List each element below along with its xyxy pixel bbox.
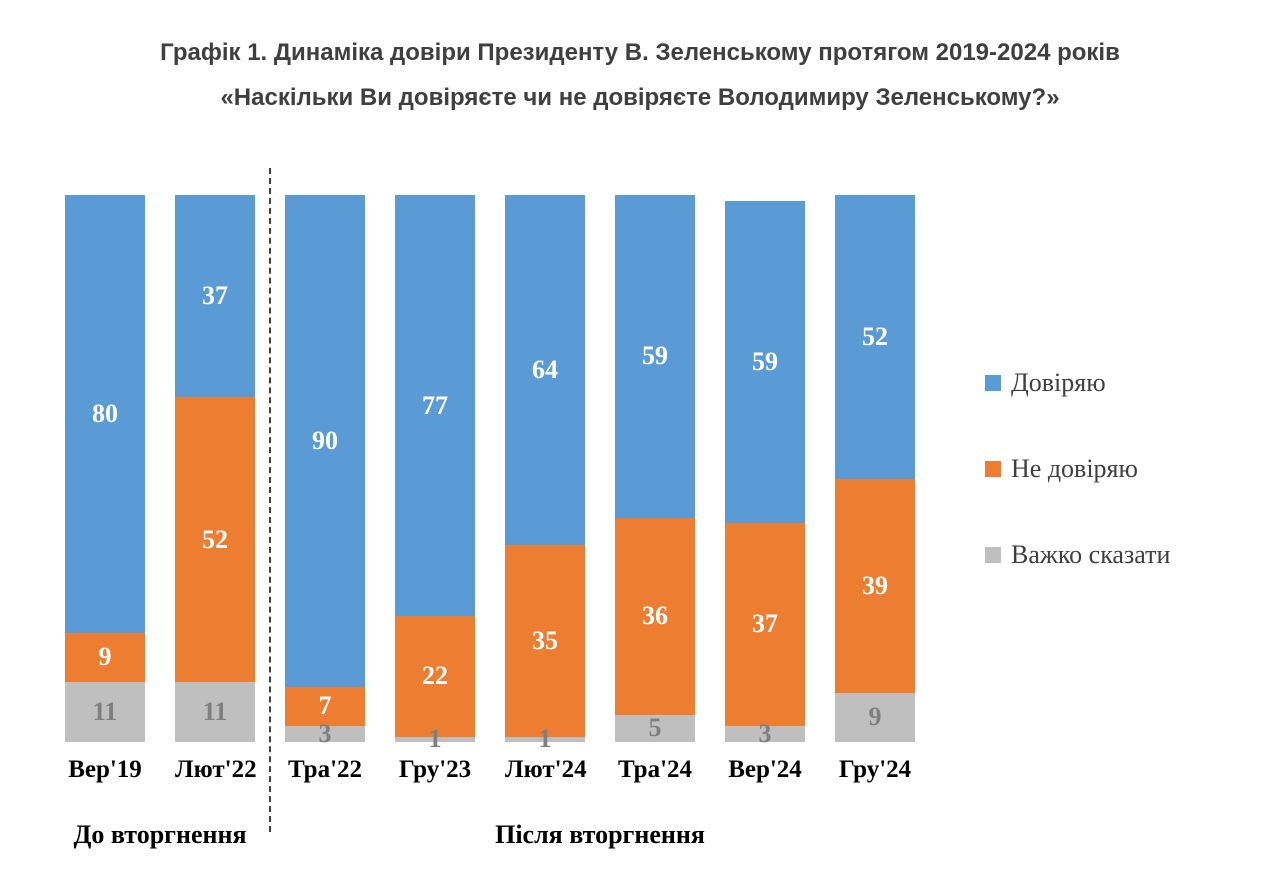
legend-item: Важко сказати (985, 540, 1170, 570)
bar-stack: 80 9 11 (65, 195, 145, 742)
legend-item: Не довіряю (985, 454, 1170, 484)
bar-segment: 22 (395, 616, 475, 737)
bar-segment: 35 (505, 545, 585, 737)
value-label: 52 (202, 524, 228, 554)
value-label: 35 (532, 625, 558, 655)
bar-segment: 37 (175, 195, 255, 398)
value-label: 11 (92, 696, 118, 726)
bar-stack: 90 7 3 (285, 195, 365, 748)
legend-label: Не довіряю (1011, 454, 1138, 483)
value-label: 5 (648, 713, 662, 743)
value-label: 52 (862, 322, 888, 352)
bar-segment: 1 (505, 724, 585, 753)
bar-stack: 77 22 1 (395, 195, 475, 753)
chart-title: Графік 1. Динаміка довіри Президенту В. … (160, 39, 1120, 66)
bar-column: 64 35 1 Лют'24 (505, 195, 587, 784)
bar-segment: 11 (65, 681, 145, 742)
bar-segment: 37 (725, 523, 805, 726)
bar-segment: 9 (65, 632, 145, 682)
legend: Довіряю Не довіряю Важко сказати (985, 368, 1170, 570)
chart-subtitle: «Наскільки Ви довіряєте чи не довіряєте … (220, 84, 1060, 111)
x-axis-label: Лют'22 (175, 756, 257, 783)
group-label-before-invasion: До вторгнення (73, 820, 247, 849)
legend-swatch (985, 461, 1001, 477)
legend-swatch (985, 547, 1001, 563)
title-block: Графік 1. Динаміка довіри Президенту В. … (0, 30, 1280, 120)
bar-stack: 37 52 11 (175, 195, 255, 742)
bar-column: 80 9 11 Вер'19 (65, 195, 145, 784)
bar-stack: 59 36 5 (615, 195, 695, 742)
value-label: 77 (422, 390, 448, 420)
bar-segment: 3 (725, 719, 805, 748)
bar-segment: 64 (505, 195, 585, 546)
value-label: 36 (642, 601, 668, 631)
bar-segment: 59 (725, 200, 805, 524)
value-label: 59 (642, 341, 668, 371)
value-label: 39 (862, 571, 888, 601)
value-label: 80 (92, 398, 118, 428)
bar-segment: 36 (615, 517, 695, 715)
bar-segment: 1 (395, 724, 475, 753)
legend-item: Довіряю (985, 368, 1170, 398)
bar-column: 90 7 3 Тра'22 (285, 195, 365, 784)
bar-column: 59 36 5 Тра'24 (615, 195, 695, 784)
x-axis-label: Тра'24 (617, 756, 693, 783)
value-label: 9 (98, 642, 112, 672)
bar-segment: 3 (285, 719, 365, 748)
bar-stack: 59 37 3 (725, 195, 805, 748)
value-label: 7 (318, 691, 332, 721)
x-axis-label: Тра'22 (287, 756, 363, 783)
bar-stack: 64 35 1 (505, 195, 585, 753)
legend-swatch (985, 375, 1001, 391)
legend-label: Довіряю (1011, 368, 1106, 397)
group-label-after-invasion: Після вторгнення (495, 820, 705, 849)
bar-segment: 77 (395, 195, 475, 617)
bar-column: 52 39 9 Гру'24 (835, 195, 915, 784)
bar-segment: 11 (175, 681, 255, 742)
value-label: 90 (312, 426, 338, 456)
bar-segment: 80 (65, 195, 145, 633)
value-label: 37 (202, 281, 228, 311)
bar-stack: 52 39 9 (835, 195, 915, 742)
bar-segment: 90 (285, 195, 365, 688)
x-axis-label: Лют'24 (505, 756, 587, 783)
bar-column: 59 37 3 Вер'24 (725, 195, 805, 784)
x-axis-label: Гру'23 (398, 756, 472, 783)
value-label: 11 (202, 696, 228, 726)
bar-segment: 7 (285, 687, 365, 726)
value-label: 9 (868, 702, 882, 732)
value-label: 37 (752, 609, 778, 639)
bar-segment: 5 (615, 713, 695, 743)
value-label: 22 (422, 661, 448, 691)
x-axis-label: Вер'24 (728, 756, 802, 783)
bar-segment: 59 (615, 195, 695, 518)
bar-segment: 52 (175, 397, 255, 682)
bar-segment: 52 (835, 195, 915, 480)
bar-segment: 39 (835, 479, 915, 693)
value-label: 64 (532, 355, 558, 385)
bar-column: 77 22 1 Гру'23 (395, 195, 475, 784)
plot-area: 80 9 11 Вер'19 37 52 11 Лют'22 90 7 3 Тра'22 77 22 1 Гр… (65, 195, 915, 784)
invasion-separator-line (269, 168, 271, 832)
x-axis-label: Гру'24 (838, 756, 912, 783)
bar-segment: 9 (835, 692, 915, 742)
legend-label: Важко сказати (1011, 540, 1171, 569)
x-axis-label: Вер'19 (68, 756, 142, 783)
value-label: 59 (752, 346, 778, 376)
bar-column: 37 52 11 Лют'22 (175, 195, 257, 784)
